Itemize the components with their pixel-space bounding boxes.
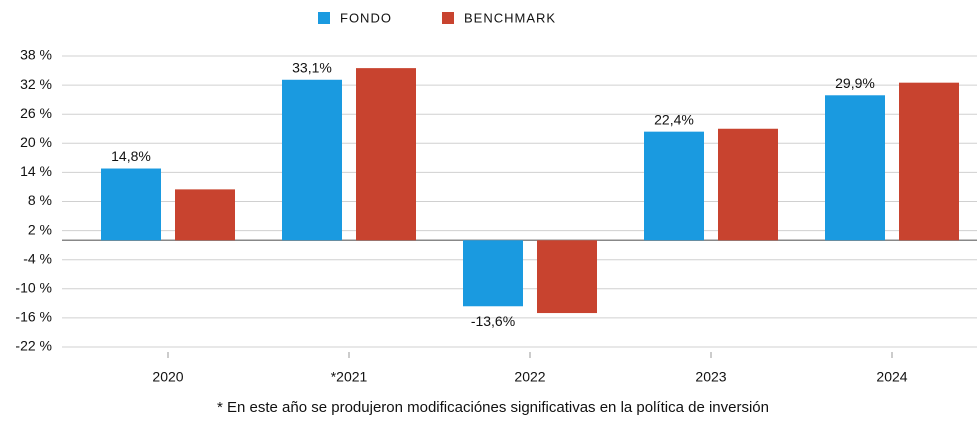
data-label: 14,8% xyxy=(111,148,151,164)
data-label: 29,9% xyxy=(835,75,875,91)
legend-label: BENCHMARK xyxy=(464,10,556,25)
y-tick-label: 2 % xyxy=(28,221,52,237)
x-tick-label: 2023 xyxy=(695,369,726,385)
y-tick-label: -4 % xyxy=(23,250,52,266)
bar xyxy=(899,82,959,241)
y-tick-label: 26 % xyxy=(20,105,52,121)
y-tick-label: 8 % xyxy=(28,192,52,208)
y-tick-label: 20 % xyxy=(20,134,52,150)
y-tick-label: 32 % xyxy=(20,76,52,92)
footnote: * En este año se produjeron modificación… xyxy=(217,399,769,416)
y-tick-label: -16 % xyxy=(15,309,52,325)
y-tick-label: 38 % xyxy=(20,47,52,63)
legend-swatch xyxy=(442,12,454,24)
y-tick-label: 14 % xyxy=(20,163,52,179)
data-label: 33,1% xyxy=(292,59,332,75)
x-tick-label: 2024 xyxy=(876,369,907,385)
bar xyxy=(282,79,342,241)
bar xyxy=(825,95,885,241)
y-tick-label: -22 % xyxy=(15,338,52,354)
x-tick-label: 2020 xyxy=(152,369,183,385)
bar xyxy=(718,128,778,241)
bar xyxy=(356,68,416,241)
x-tick-label: *2021 xyxy=(331,369,368,385)
data-label: -13,6% xyxy=(471,313,515,329)
bar xyxy=(101,168,161,241)
x-tick-label: 2022 xyxy=(514,369,545,385)
bar xyxy=(537,240,597,314)
bar xyxy=(175,189,235,241)
data-label: 22,4% xyxy=(654,111,694,127)
bar xyxy=(644,131,704,241)
y-tick-label: -10 % xyxy=(15,280,52,296)
bar xyxy=(463,240,523,307)
legend-label: FONDO xyxy=(340,10,392,25)
legend-swatch xyxy=(318,12,330,24)
